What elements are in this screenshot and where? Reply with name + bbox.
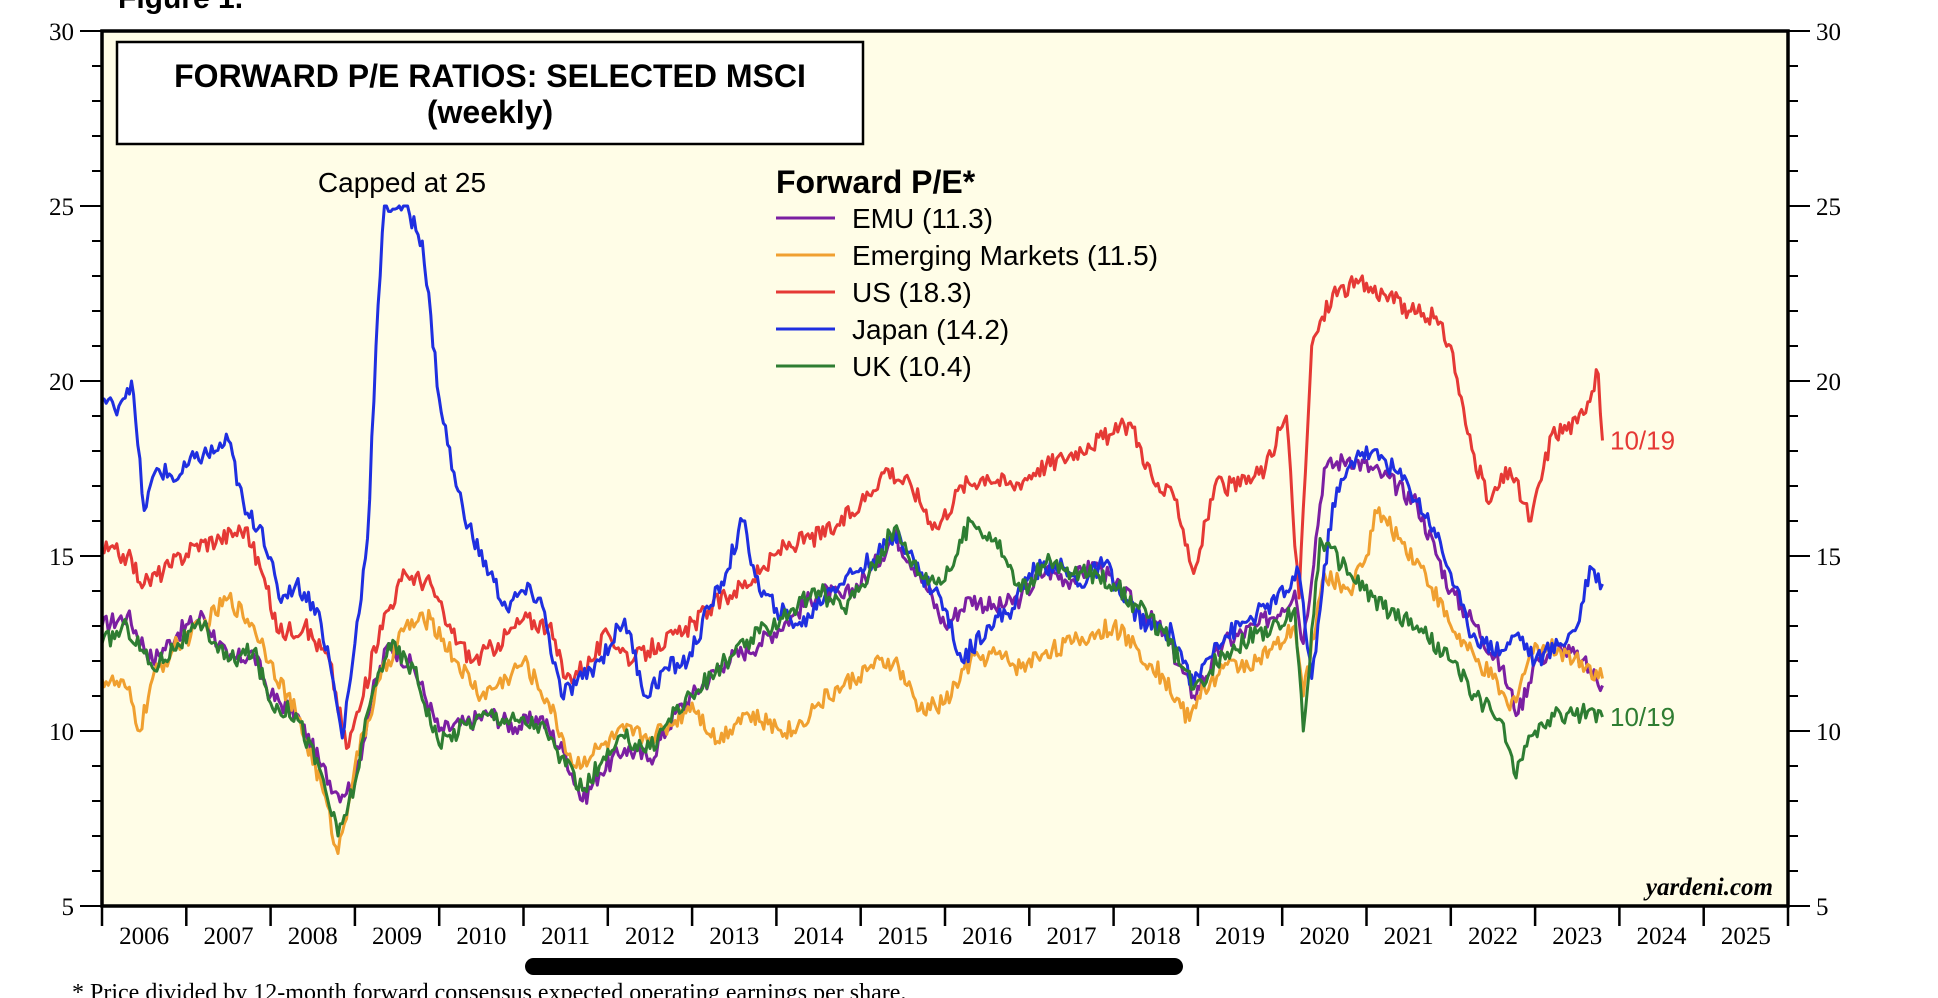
x-tick-label: 2022 bbox=[1468, 923, 1518, 950]
x-tick-label: 2013 bbox=[709, 923, 759, 950]
y-tick-label-right: 30 bbox=[1816, 19, 1841, 46]
x-tick-label: 2019 bbox=[1215, 923, 1265, 950]
x-tick-label: 2016 bbox=[962, 923, 1012, 950]
y-tick-label-left: 20 bbox=[49, 369, 74, 396]
chart-subtitle: (weekly) bbox=[427, 94, 553, 130]
legend-label: EMU (11.3) bbox=[852, 203, 993, 234]
y-tick-label-right: 25 bbox=[1816, 194, 1841, 221]
end-label: 10/19 bbox=[1610, 702, 1675, 732]
cap-annotation: Capped at 25 bbox=[318, 167, 486, 198]
x-tick-label: 2010 bbox=[456, 923, 506, 950]
legend: Forward P/E* EMU (11.3) Emerging Markets … bbox=[776, 164, 1158, 382]
series-line-us bbox=[102, 274, 1604, 750]
x-axis: 2006 2007 2008 2009 2010 2011 2012 2013 2014 2015… bbox=[100, 906, 1790, 950]
y-tick-label-left: 15 bbox=[49, 544, 74, 571]
x-tick-label: 2023 bbox=[1552, 923, 1602, 950]
x-tick-label: 2014 bbox=[794, 923, 845, 950]
x-tick-label: 2024 bbox=[1637, 923, 1688, 950]
footnote: * Price divided by 12-month forward cons… bbox=[72, 980, 906, 998]
scrollbar-handle[interactable] bbox=[525, 958, 1183, 975]
plot-frame bbox=[100, 29, 1790, 908]
x-tick-label: 2008 bbox=[288, 923, 338, 950]
legend-label: US (18.3) bbox=[852, 277, 972, 308]
x-tick-label: 2011 bbox=[541, 923, 590, 950]
y-tick-label-left: 30 bbox=[49, 19, 74, 46]
x-tick-label: 2015 bbox=[878, 923, 928, 950]
x-tick-label: 2025 bbox=[1721, 923, 1771, 950]
series-layer bbox=[102, 204, 1604, 855]
figure-label: Figure 1. bbox=[118, 0, 243, 15]
x-tick-label: 2007 bbox=[203, 923, 253, 950]
legend-label: Japan (14.2) bbox=[852, 314, 1009, 345]
y-tick-label-left: 25 bbox=[49, 194, 74, 221]
y-tick-label-right: 20 bbox=[1816, 369, 1841, 396]
x-tick-label: 2017 bbox=[1046, 923, 1096, 950]
chart-title: FORWARD P/E RATIOS: SELECTED MSCI bbox=[174, 58, 806, 94]
y-tick-label-right: 10 bbox=[1816, 719, 1841, 746]
legend-label: Emerging Markets (11.5) bbox=[852, 240, 1158, 271]
end-label: 10/19 bbox=[1610, 426, 1675, 456]
legend-label: UK (10.4) bbox=[852, 351, 972, 382]
series-line-japan bbox=[102, 204, 1604, 740]
y-tick-label-left: 10 bbox=[49, 719, 74, 746]
title-box bbox=[115, 40, 865, 146]
x-tick-label: 2009 bbox=[372, 923, 422, 950]
y-tick-label-right: 15 bbox=[1816, 544, 1841, 571]
source-credit: yardeni.com bbox=[1643, 874, 1773, 901]
right-y-axis: 5 10 15 20 25 30 bbox=[1788, 19, 1841, 921]
legend-title: Forward P/E* bbox=[776, 164, 976, 200]
x-tick-label: 2018 bbox=[1131, 923, 1181, 950]
y-tick-label-left: 5 bbox=[62, 894, 75, 921]
end-labels: 10/19 10/19 bbox=[1610, 426, 1675, 733]
y-tick-label-right: 5 bbox=[1816, 894, 1829, 921]
x-tick-label: 2020 bbox=[1299, 923, 1349, 950]
series-line-emerging-markets bbox=[102, 506, 1604, 855]
x-tick-label: 2006 bbox=[119, 923, 169, 950]
x-tick-label: 2012 bbox=[625, 923, 675, 950]
left-y-axis: 5 10 15 20 25 30 bbox=[49, 19, 102, 921]
x-tick-label: 2021 bbox=[1384, 923, 1434, 950]
series-line-uk bbox=[102, 516, 1604, 838]
